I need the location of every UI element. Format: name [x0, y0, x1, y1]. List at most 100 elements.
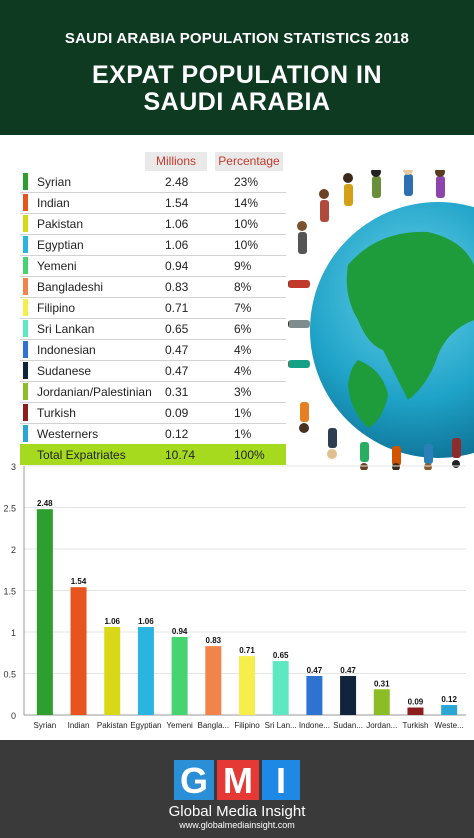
- row-percentage: 6%: [234, 322, 252, 336]
- bar: [205, 646, 222, 715]
- row-name: Indonesian: [37, 343, 96, 357]
- row-percentage: 23%: [234, 175, 259, 189]
- bar-value-label: 0.47: [340, 666, 356, 675]
- row-percentage: 9%: [234, 259, 252, 273]
- bar: [340, 675, 357, 715]
- x-tick-label: Sudan...: [333, 721, 363, 730]
- bar-value-label: 1.54: [71, 577, 87, 586]
- x-tick-label: Weste...: [435, 721, 464, 730]
- row-swatch: [23, 320, 28, 337]
- bar-value-label: 1.06: [138, 617, 154, 626]
- table-row: Egyptian 1.06 10%: [20, 234, 286, 256]
- x-tick-label: Bangla...: [198, 721, 230, 730]
- globe-illustration: [288, 170, 474, 470]
- bar: [239, 656, 255, 715]
- y-tick-label: 1.5: [3, 587, 16, 597]
- total-name: Total Expatriates: [37, 448, 126, 462]
- row-percentage: 4%: [234, 343, 252, 357]
- table-row: Sudanese 0.47 4%: [20, 360, 286, 382]
- table-row: Indonesian 0.47 4%: [20, 339, 286, 361]
- table-row: Indian 1.54 14%: [20, 192, 286, 214]
- bar: [104, 627, 121, 715]
- row-swatch: [23, 404, 28, 421]
- row-millions: 0.71: [165, 301, 189, 315]
- x-tick-label: Turkish: [402, 721, 428, 730]
- bar-value-label: 0.71: [239, 646, 255, 655]
- row-millions: 0.47: [165, 343, 189, 357]
- row-swatch: [23, 425, 28, 442]
- bar: [306, 675, 323, 715]
- page-title: EXPAT POPULATION IN SAUDI ARABIA: [0, 62, 474, 116]
- row-name: Syrian: [37, 175, 72, 189]
- title-line-1: EXPAT POPULATION IN: [91, 61, 383, 89]
- bar-value-label: 0.47: [307, 666, 323, 675]
- x-tick-label: Filipino: [234, 721, 260, 730]
- row-name: Jordanian/Palestinian: [37, 385, 152, 399]
- bar: [407, 707, 424, 715]
- table-row: Yemeni 0.94 9%: [20, 255, 286, 277]
- row-millions: 0.09: [165, 406, 189, 420]
- logo-letter-m: M: [223, 760, 253, 800]
- bar: [373, 689, 390, 715]
- row-millions: 0.65: [165, 322, 189, 336]
- x-tick-label: Syrian: [34, 721, 57, 730]
- row-swatch: [23, 299, 28, 316]
- logo-letter-g: G: [180, 760, 208, 800]
- row-millions: 0.47: [165, 364, 189, 378]
- gmi-logo: G M I: [174, 760, 300, 800]
- x-tick-label: Indone...: [299, 721, 330, 730]
- y-tick-label: 2.5: [3, 504, 16, 514]
- table-row: Bangladeshi 0.83 8%: [20, 276, 286, 298]
- row-name: Bangladeshi: [37, 280, 104, 294]
- row-name: Indian: [37, 196, 70, 210]
- row-percentage: 3%: [234, 385, 252, 399]
- row-swatch: [23, 278, 28, 295]
- bar-value-label: 2.48: [37, 499, 53, 508]
- row-swatch: [23, 362, 28, 379]
- total-percentage: 100%: [234, 448, 265, 462]
- bar-value-label: 0.12: [441, 695, 457, 704]
- row-percentage: 8%: [234, 280, 252, 294]
- y-tick-label: 3: [11, 462, 16, 472]
- row-name: Sri Lankan: [37, 322, 95, 336]
- row-millions: 0.31: [165, 385, 189, 399]
- y-tick-label: 0: [11, 711, 16, 721]
- row-swatch: [23, 194, 28, 211]
- table-row: Westerners 0.12 1%: [20, 423, 286, 445]
- bar-value-label: 0.31: [374, 679, 390, 688]
- row-swatch: [23, 383, 28, 400]
- row-name: Filipino: [37, 301, 76, 315]
- x-tick-label: Jordan...: [366, 721, 397, 730]
- row-percentage: 10%: [234, 217, 259, 231]
- bar-value-label: 0.94: [172, 627, 188, 636]
- x-tick-label: Egyptian: [130, 721, 161, 730]
- row-percentage: 1%: [234, 406, 252, 420]
- table-row: Sri Lankan 0.65 6%: [20, 318, 286, 340]
- row-name: Egyptian: [37, 238, 84, 252]
- table-row: Syrian 2.48 23%: [20, 171, 286, 193]
- y-tick-label: 0.5: [3, 670, 16, 680]
- row-percentage: 1%: [234, 427, 252, 441]
- bar: [70, 587, 87, 715]
- bar-value-label: 1.06: [104, 617, 120, 626]
- logo-letter-i: I: [276, 760, 286, 800]
- brand-name: Global Media Insight: [168, 803, 306, 820]
- x-tick-label: Yemeni: [166, 721, 193, 730]
- row-percentage: 10%: [234, 238, 259, 252]
- total-row: Total Expatriates 10.74 100%: [20, 444, 286, 465]
- table-row: Filipino 0.71 7%: [20, 297, 286, 319]
- row-name: Sudanese: [37, 364, 92, 378]
- y-tick-label: 2: [11, 545, 16, 555]
- x-tick-label: Indian: [68, 721, 90, 730]
- row-name: Yemeni: [37, 259, 77, 273]
- bar: [441, 705, 458, 715]
- header: SAUDI ARABIA POPULATION STATISTICS 2018 …: [0, 0, 474, 135]
- people-ring: [288, 170, 461, 470]
- bar-chart: 0 0.5 1 1.5 2 2.5 3 2.48 Syrian 1.54 Indian 1.06 Pak…: [3, 462, 466, 730]
- bar: [137, 627, 154, 715]
- subtitle: SAUDI ARABIA POPULATION STATISTICS 2018: [64, 30, 410, 47]
- row-swatch: [23, 173, 28, 190]
- row-swatch: [23, 215, 28, 232]
- website-url: www.globalmediainsight.com: [179, 820, 295, 830]
- row-percentage: 4%: [234, 364, 252, 378]
